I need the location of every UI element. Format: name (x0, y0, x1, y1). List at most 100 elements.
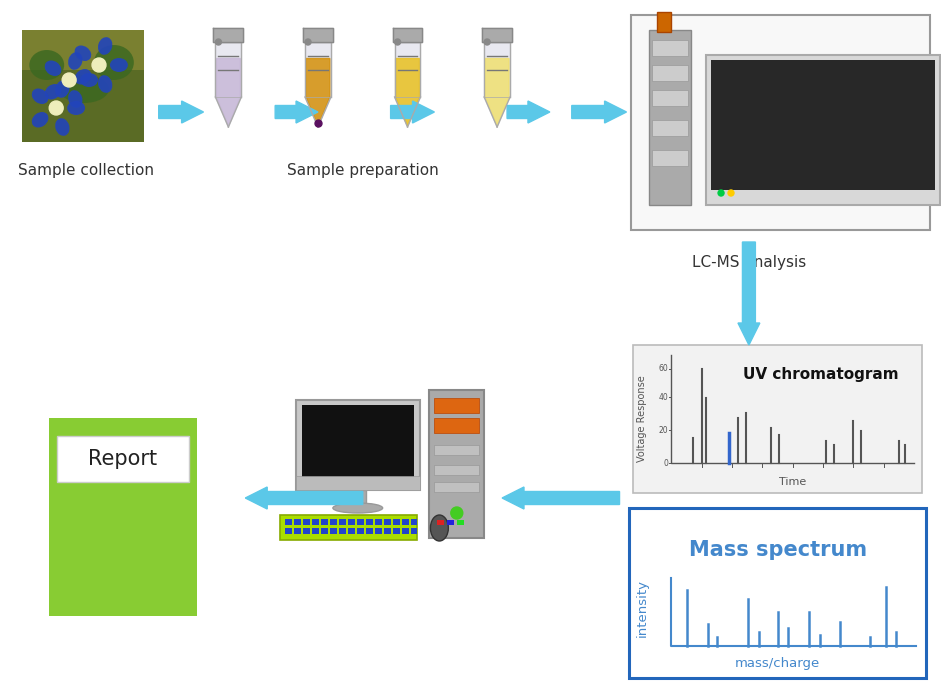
Bar (435, 398, 479, 413)
Text: 20: 20 (659, 426, 668, 435)
Text: 60: 60 (659, 364, 668, 373)
Bar (375, 519, 382, 525)
Bar (435, 418, 479, 433)
Ellipse shape (110, 58, 128, 72)
Bar (652, 150, 688, 166)
Bar (392, 519, 400, 525)
Bar (447, 520, 455, 525)
Polygon shape (485, 97, 510, 127)
Bar (711, 60, 935, 190)
Text: Report: Report (88, 449, 157, 469)
Polygon shape (305, 42, 331, 97)
Bar (295, 528, 301, 534)
Bar (357, 519, 364, 525)
Ellipse shape (56, 119, 70, 136)
Text: LC-MS analysis: LC-MS analysis (692, 255, 806, 270)
Ellipse shape (98, 37, 112, 55)
Bar (435, 465, 479, 475)
Polygon shape (216, 58, 240, 126)
Bar (57, 436, 188, 482)
Polygon shape (305, 97, 331, 127)
Bar (652, 40, 688, 56)
Polygon shape (395, 58, 420, 126)
Bar (350, 490, 366, 505)
Polygon shape (392, 28, 423, 42)
Text: Time: Time (779, 477, 806, 487)
FancyArrow shape (738, 242, 760, 345)
Bar (438, 520, 444, 525)
Bar (312, 528, 319, 534)
Bar (630, 508, 926, 678)
Bar (285, 528, 292, 534)
Bar (435, 445, 479, 455)
FancyArrow shape (159, 101, 203, 123)
Bar (652, 120, 688, 136)
FancyArrow shape (391, 101, 435, 123)
Bar (410, 519, 418, 525)
Bar (384, 519, 391, 525)
Polygon shape (303, 28, 333, 42)
Text: Sample collection: Sample collection (18, 163, 154, 178)
Circle shape (451, 507, 463, 519)
Bar (366, 528, 373, 534)
Bar (410, 528, 418, 534)
Text: Voltage Response: Voltage Response (637, 376, 647, 462)
Ellipse shape (74, 46, 91, 61)
Bar (402, 528, 408, 534)
Circle shape (394, 39, 401, 45)
Bar (301, 405, 414, 477)
Polygon shape (394, 42, 421, 97)
Bar (375, 528, 382, 534)
Bar (348, 528, 355, 534)
Ellipse shape (32, 112, 48, 128)
Circle shape (485, 39, 490, 45)
Text: Mass spectrum: Mass spectrum (689, 540, 867, 560)
Bar (280, 515, 418, 540)
Bar (321, 528, 327, 534)
Circle shape (728, 190, 734, 196)
Ellipse shape (333, 503, 383, 513)
Bar (649, 30, 692, 205)
Ellipse shape (68, 52, 83, 70)
Polygon shape (306, 58, 330, 126)
Ellipse shape (45, 60, 61, 76)
Bar (348, 519, 355, 525)
Circle shape (215, 39, 221, 45)
FancyArrow shape (246, 487, 362, 509)
Bar (631, 15, 930, 230)
Polygon shape (485, 42, 510, 97)
Bar (706, 55, 940, 205)
Bar (339, 519, 346, 525)
Bar (321, 519, 327, 525)
Bar (652, 90, 688, 106)
Bar (330, 519, 337, 525)
Bar (23, 30, 144, 70)
Ellipse shape (80, 73, 98, 87)
Ellipse shape (45, 84, 61, 100)
Circle shape (62, 73, 76, 87)
Polygon shape (215, 97, 241, 127)
Bar (457, 520, 464, 525)
Bar (435, 482, 479, 492)
Circle shape (718, 190, 724, 196)
Text: 0: 0 (663, 459, 668, 468)
Bar (429, 390, 485, 538)
Ellipse shape (94, 45, 134, 80)
Text: Sample preparation: Sample preparation (287, 163, 439, 178)
Polygon shape (394, 97, 421, 127)
Text: intensity: intensity (636, 579, 649, 637)
Polygon shape (482, 28, 512, 42)
FancyArrow shape (507, 101, 550, 123)
Bar (339, 528, 346, 534)
Bar (330, 528, 337, 534)
Bar (303, 528, 310, 534)
Circle shape (49, 101, 63, 115)
Ellipse shape (430, 515, 448, 541)
FancyArrow shape (275, 101, 318, 123)
Text: mass/charge: mass/charge (735, 657, 821, 670)
Text: UV chromatogram: UV chromatogram (743, 367, 899, 383)
Bar (402, 519, 408, 525)
FancyArrow shape (572, 101, 627, 123)
Bar (357, 528, 364, 534)
Ellipse shape (59, 75, 109, 103)
